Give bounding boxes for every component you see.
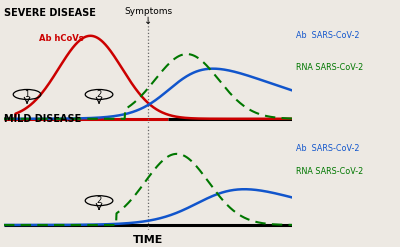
Text: RNA SARS-CoV-2: RNA SARS-CoV-2 xyxy=(296,63,363,72)
Text: Ab hCoVs: Ab hCoVs xyxy=(38,34,83,42)
Text: ↓: ↓ xyxy=(144,16,152,26)
Text: SEVERE DISEASE: SEVERE DISEASE xyxy=(4,8,96,18)
Text: Ab  SARS-CoV-2: Ab SARS-CoV-2 xyxy=(296,144,360,153)
Text: 2: 2 xyxy=(96,196,102,205)
Text: TIME: TIME xyxy=(133,235,163,245)
Text: 2: 2 xyxy=(96,90,102,99)
Text: MILD DISEASE: MILD DISEASE xyxy=(4,114,81,124)
Text: Ab  SARS-CoV-2: Ab SARS-CoV-2 xyxy=(296,31,360,40)
Text: Symptoms: Symptoms xyxy=(124,7,172,16)
Text: 1: 1 xyxy=(24,90,30,99)
Text: RNA SARS-CoV-2: RNA SARS-CoV-2 xyxy=(296,167,363,176)
